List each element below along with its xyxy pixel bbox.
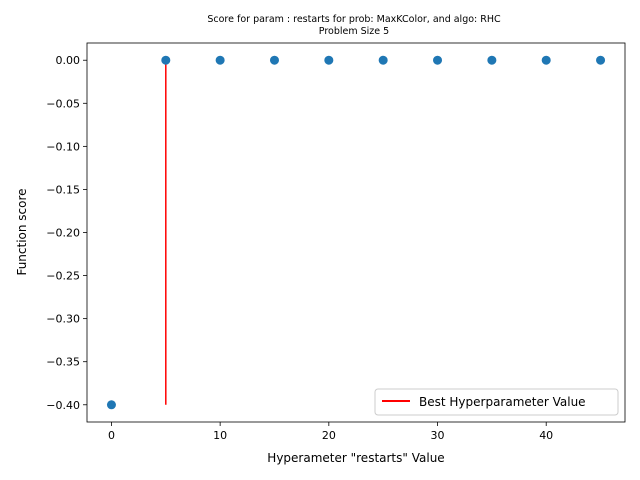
x-tick-label: 10 xyxy=(213,429,227,442)
y-tick-label: −0.30 xyxy=(46,313,80,326)
y-tick-label: −0.10 xyxy=(46,140,80,153)
legend: Best Hyperparameter Value xyxy=(374,388,619,416)
plot-area: 0 10 20 30 40 0.00 −0.05 −0.10 −0.15 −0.20 −0.25 −0… xyxy=(46,42,626,442)
data-point xyxy=(106,400,116,410)
y-axis-label: Function score xyxy=(15,188,29,275)
x-axis-label: Hyperameter "restarts" Value xyxy=(267,451,444,465)
data-point xyxy=(596,55,606,65)
data-point xyxy=(324,55,334,65)
data-point xyxy=(433,55,443,65)
chart-title-line2: Problem Size 5 xyxy=(319,26,389,37)
y-tick-label: −0.35 xyxy=(46,356,80,369)
y-tick-label: −0.20 xyxy=(46,227,80,240)
legend-label: Best Hyperparameter Value xyxy=(419,395,586,409)
data-point xyxy=(487,55,497,65)
x-tick-label: 20 xyxy=(322,429,336,442)
axes-frame xyxy=(86,42,626,423)
data-point xyxy=(269,55,279,65)
legend-box xyxy=(374,388,619,416)
y-tick-label: 0.00 xyxy=(56,54,81,67)
x-tick-label: 30 xyxy=(431,429,445,442)
data-point xyxy=(378,55,388,65)
x-tick-label: 0 xyxy=(108,429,115,442)
data-point xyxy=(541,55,551,65)
y-tick-label: −0.05 xyxy=(46,97,80,110)
chart-title-line1: Score for param : restarts for prob: Max… xyxy=(207,14,501,25)
y-tick-label: −0.25 xyxy=(46,270,80,283)
data-point xyxy=(161,55,171,65)
y-tick-label: −0.15 xyxy=(46,183,80,196)
y-tick-label: −0.40 xyxy=(46,399,80,412)
data-point xyxy=(215,55,225,65)
x-tick-label: 40 xyxy=(539,429,553,442)
